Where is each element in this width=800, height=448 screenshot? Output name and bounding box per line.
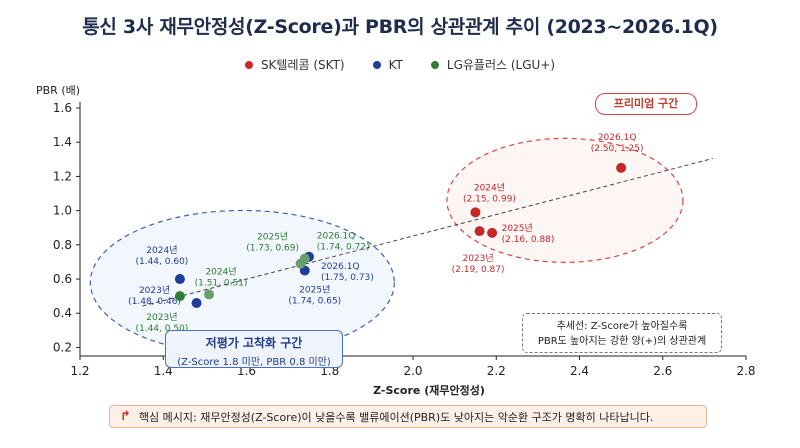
legend-dot-kt (372, 60, 381, 69)
y-tick-label: 0.8 (53, 238, 72, 252)
trend-line (142, 158, 713, 307)
premium-zone-label: 프리미엄 구간 (595, 93, 697, 115)
low-zone-subtitle: (Z-Score 1.8 미만, PBR 0.8 미만) (177, 357, 331, 368)
legend-label-skt: SK텔레콤 (SKT) (260, 58, 345, 72)
y-axis-label: PBR (배) (36, 84, 80, 97)
data-point-skt (487, 227, 498, 238)
y-tick-label: 1.4 (53, 135, 72, 149)
low-zone-title: 저평가 고착화 구간 (205, 336, 303, 350)
data-point-lgu (204, 289, 215, 300)
y-tick-label: 0.2 (53, 340, 72, 354)
x-tick-label: 1.2 (70, 364, 89, 378)
point-coord-label: (1.44, 0.60) (135, 257, 188, 267)
point-year-label: 2025년 (502, 223, 533, 234)
y-tick-label: 0.4 (53, 306, 72, 320)
point-year-label: 2025년 (257, 232, 288, 243)
legend-item-lgu: LG유플러스 (LGU+) (430, 56, 556, 73)
x-axis-label: Z-Score (재무안정성) (373, 383, 485, 397)
point-coord-label: (1.75, 0.73) (321, 273, 374, 283)
point-coord-label: (2.16, 0.88) (502, 235, 555, 245)
point-coord-label: (2.15, 0.99) (463, 194, 516, 204)
legend-dot-lgu (430, 60, 439, 69)
x-tick-label: 2.2 (487, 364, 506, 378)
legend-item-skt: SK텔레콤 (SKT) (244, 56, 345, 73)
point-coord-label: (1.44, 0.50) (135, 324, 188, 334)
point-year-label: 2024년 (146, 245, 177, 256)
point-year-label: 2024년 (474, 182, 505, 193)
point-coord-label: (1.74, 0.65) (288, 296, 341, 306)
data-point-skt (474, 226, 485, 237)
data-point-skt (616, 162, 627, 173)
point-year-label: 2024년 (205, 266, 236, 277)
data-point-lgu (174, 291, 185, 302)
legend-label-kt: KT (388, 57, 403, 72)
point-year-label: 2026.1Q (598, 133, 637, 143)
x-tick-label: 2.6 (653, 364, 672, 378)
trend-note: 추세선: Z-Score가 높아질수록 PBR도 높아지는 강한 양(+)의 상… (522, 313, 722, 353)
point-coord-label: (1.51, 0.51) (195, 278, 248, 288)
data-point-kt (174, 274, 185, 285)
y-tick-label: 1.6 (53, 101, 72, 115)
legend-item-kt: KT (372, 56, 403, 73)
point-year-label: 2023년 (462, 253, 493, 264)
point-coord-label: (1.74, 0.72) (317, 243, 370, 253)
y-tick-label: 0.6 (53, 272, 72, 286)
point-coord-label: (2.50, 1.25) (591, 144, 644, 154)
data-point-kt (191, 297, 202, 308)
trend-note-line2: PBR도 높아지는 강한 양(+)의 상관관계 (537, 336, 707, 347)
key-message-banner: ↱ 핵심 메시지: 재무안정성(Z-Score)이 낮을수록 밸류에이션(PBR… (109, 405, 707, 428)
point-year-label: 2023년 (139, 285, 170, 296)
x-tick-label: 2.4 (570, 364, 589, 378)
x-tick-label: 2.8 (736, 364, 755, 378)
legend-dot-skt (244, 60, 253, 69)
trend-note-line1: 추세선: Z-Score가 높아질수록 (556, 321, 688, 332)
legend: SK텔레콤 (SKT) KT LG유플러스 (LGU+) (0, 56, 800, 73)
point-year-label: 2025년 (299, 284, 330, 295)
point-coord-label: (1.48, 0.46) (128, 297, 181, 307)
point-year-label: 2026.1Q (317, 232, 356, 242)
data-point-lgu (299, 253, 310, 264)
legend-label-lgu: LG유플러스 (LGU+) (446, 58, 556, 72)
low-zone-label: 저평가 고착화 구간 (Z-Score 1.8 미만, PBR 0.8 미만) (165, 330, 343, 368)
y-tick-label: 1.2 (53, 169, 72, 183)
point-year-label: 2026.1Q (321, 262, 360, 272)
chart-title: 통신 3사 재무안정성(Z-Score)과 PBR의 상관관계 추이 (2023… (82, 16, 718, 38)
key-message-text: 핵심 메시지: 재무안정성(Z-Score)이 낮을수록 밸류에이션(PBR)도… (138, 410, 654, 424)
y-tick-label: 1.0 (53, 204, 72, 218)
point-coord-label: (1.73, 0.69) (246, 244, 299, 254)
data-point-skt (470, 207, 481, 218)
point-year-label: 2023년 (146, 312, 177, 323)
x-tick-label: 2.0 (403, 364, 422, 378)
point-coord-label: (2.19, 0.87) (452, 265, 505, 275)
arrow-icon: ↱ (120, 409, 131, 424)
